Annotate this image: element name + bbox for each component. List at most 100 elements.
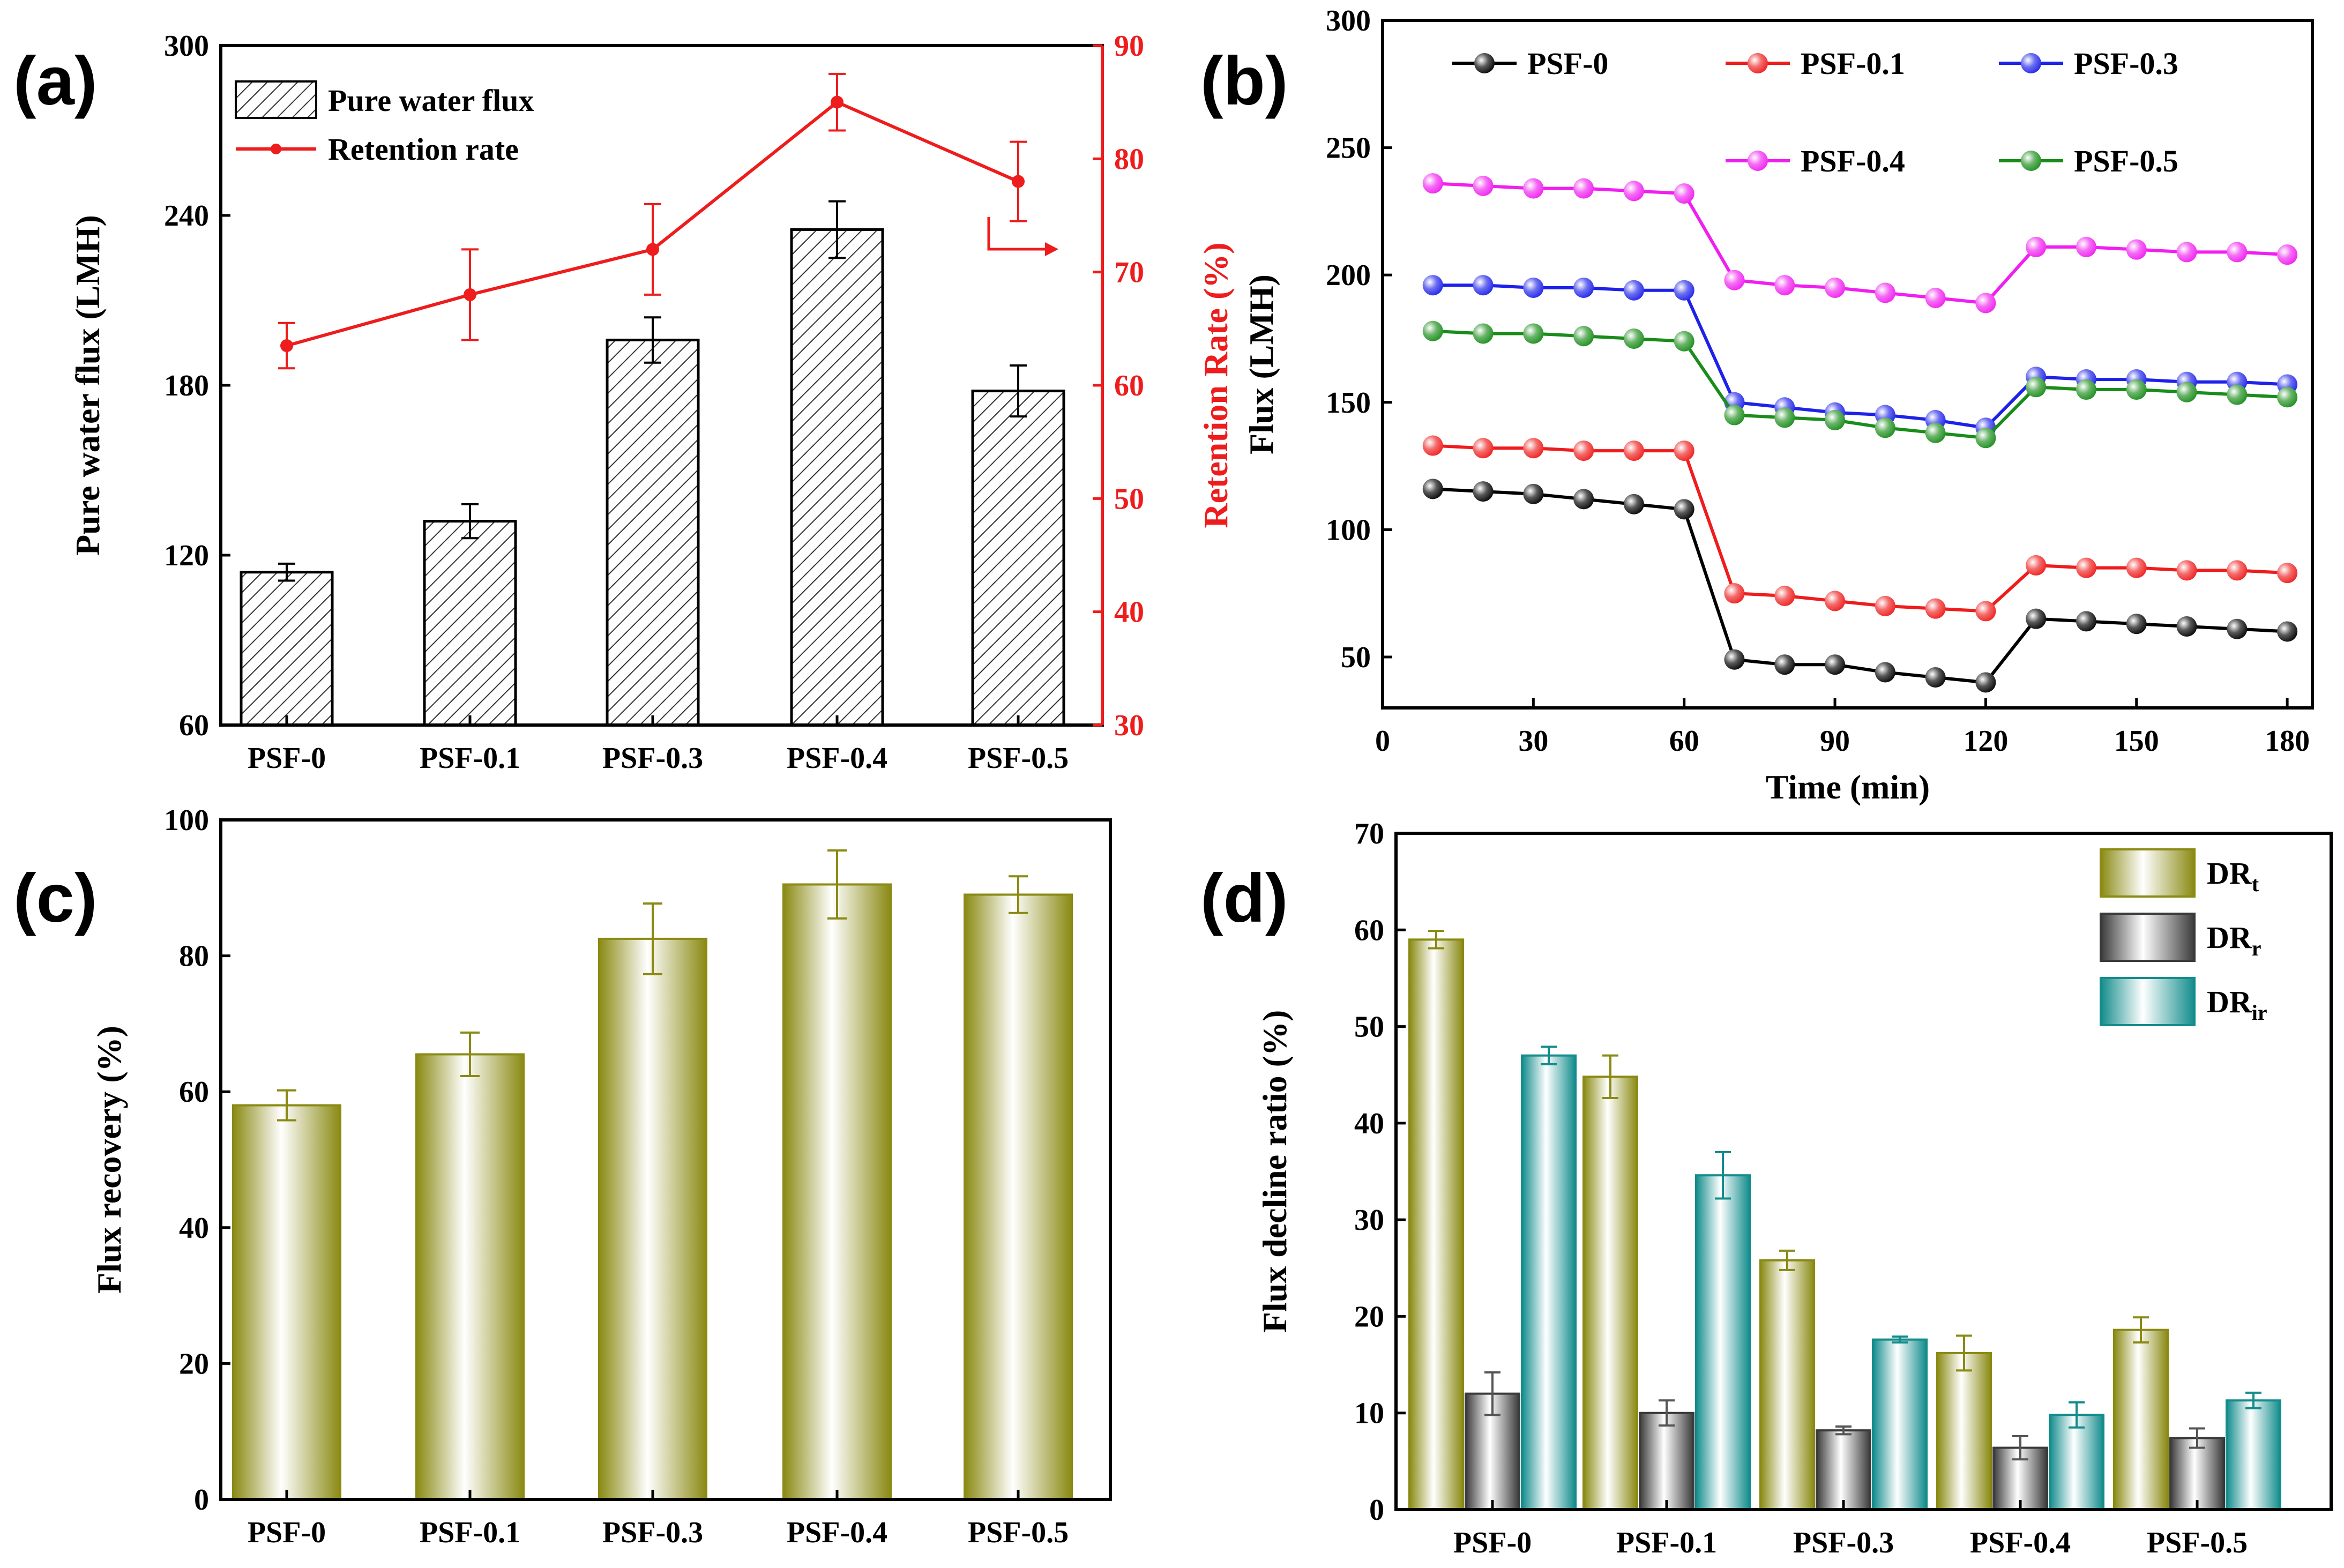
point-psf-0-110-shine bbox=[1925, 667, 1946, 688]
point-psf-0-1-10-shine bbox=[1422, 435, 1443, 456]
panel-d-y-tick-label-20: 20 bbox=[1354, 1300, 1384, 1333]
point-psf-0-4-130 bbox=[2026, 236, 2047, 257]
bar-pure-water-flux-psf-0-1 bbox=[423, 520, 517, 727]
point-psf-0-30-shine bbox=[1523, 483, 1544, 504]
panel-c-y-tick-label-40: 40 bbox=[179, 1212, 209, 1245]
panel-b-y-tick-label-150: 150 bbox=[1326, 386, 1371, 420]
line-psf-0-1 bbox=[1432, 444, 2288, 613]
point-psf-0-10-shine bbox=[1422, 479, 1443, 499]
point-psf-0-80-shine bbox=[1774, 654, 1795, 675]
panel-a-y2-tick-label-60: 60 bbox=[1114, 369, 1144, 402]
legend-label-pure-water-flux: Pure water flux bbox=[328, 83, 534, 118]
point-psf-0-4-180-shine bbox=[2277, 244, 2298, 265]
point-psf-0-100 bbox=[1875, 662, 1895, 683]
point-retention-rate-psf-0-4 bbox=[831, 95, 843, 109]
line-psf-0-3 bbox=[1432, 283, 2288, 430]
point-psf-0-5-80-shine bbox=[1774, 407, 1795, 428]
point-psf-0-1-100 bbox=[1875, 595, 1895, 616]
point-psf-0-40-shine bbox=[1573, 489, 1594, 510]
point-psf-0-4-170 bbox=[2227, 242, 2248, 263]
point-retention-rate-psf-0 bbox=[280, 339, 293, 353]
panel-c-y-tick-label-100: 100 bbox=[164, 804, 209, 837]
point-psf-0-50-shine bbox=[1623, 494, 1644, 514]
point-psf-0-5-10-shine bbox=[1422, 320, 1443, 341]
legend-label-retention-rate: Retention rate bbox=[328, 132, 519, 167]
point-psf-0-40 bbox=[1573, 489, 1594, 510]
bar-dr-t-psf-0 bbox=[1408, 938, 1464, 1511]
bar-dr-r-psf-0-1 bbox=[1639, 1412, 1694, 1511]
legend-label-psf-0: PSF-0 bbox=[1527, 46, 1608, 81]
panel-b-y-tick-label-300: 300 bbox=[1326, 4, 1371, 38]
point-retention-rate-psf-0-3 bbox=[646, 243, 659, 256]
point-psf-0-5-20-shine bbox=[1473, 323, 1494, 344]
panel-b-x-tick-label-60: 60 bbox=[1669, 725, 1699, 758]
point-retention-rate-psf-0-1 bbox=[464, 288, 476, 301]
panel-d-x-ticks: PSF-0 PSF-0.1 PSF-0.3 PSF-0.4 PSF-0.5 bbox=[1453, 1500, 2248, 1559]
point-psf-0-4-50 bbox=[1623, 181, 1644, 201]
panel-a-x-tick-label-psf-0: PSF-0 bbox=[248, 742, 326, 775]
point-psf-0-5-60-shine bbox=[1674, 331, 1694, 352]
bar-dr-t-psf-0-5 bbox=[2113, 1328, 2169, 1511]
panel-b-y-tick-label-200: 200 bbox=[1326, 259, 1371, 292]
legend-label-psf-0-1: PSF-0.1 bbox=[1801, 46, 1905, 81]
point-psf-0-1-110 bbox=[1925, 598, 1946, 619]
panel-c-frame bbox=[219, 818, 1112, 1501]
panel-c-y-tick-label-0: 0 bbox=[194, 1483, 209, 1517]
point-psf-0-3-10-shine bbox=[1422, 275, 1443, 296]
point-psf-0-4-40 bbox=[1573, 178, 1594, 199]
point-psf-0-1-180-shine bbox=[2277, 563, 2298, 584]
point-psf-0-5-50-shine bbox=[1623, 328, 1644, 349]
point-psf-0-1-50-shine bbox=[1623, 440, 1644, 461]
legend-marker-shine-psf-0-5 bbox=[2021, 151, 2041, 171]
panel-c-x-tick-label-psf-0-4: PSF-0.4 bbox=[787, 1516, 887, 1549]
point-psf-0-1-110-shine bbox=[1925, 598, 1946, 619]
point-psf-0-4-110 bbox=[1925, 287, 1946, 308]
point-psf-0-3-60-shine bbox=[1674, 280, 1694, 301]
point-psf-0-1-30-shine bbox=[1523, 438, 1544, 459]
legend-marker-shine-psf-0-1 bbox=[1748, 53, 1768, 73]
point-psf-0-1-80-shine bbox=[1774, 585, 1795, 606]
panel-d-x-tick-label-psf-0: PSF-0 bbox=[1453, 1526, 1532, 1559]
bar-dr-t-psf-0-3 bbox=[1759, 1259, 1815, 1511]
point-psf-0-90 bbox=[1825, 654, 1846, 675]
point-psf-0-1-100-shine bbox=[1875, 595, 1895, 616]
point-psf-0-180 bbox=[2277, 621, 2298, 642]
point-psf-0-70 bbox=[1724, 649, 1745, 670]
panel-a-right-ticks: 30 40 50 60 70 80 90 bbox=[1093, 29, 1144, 742]
bar-dr-t-psf-0-1 bbox=[1582, 1076, 1638, 1511]
point-psf-0-1-20 bbox=[1473, 438, 1494, 459]
legend-marker-retention-rate bbox=[271, 144, 281, 154]
panel-b-x-tick-label-150: 150 bbox=[2114, 725, 2159, 758]
point-psf-0-1-50 bbox=[1623, 440, 1644, 461]
point-psf-0-4-80-shine bbox=[1774, 275, 1795, 296]
point-psf-0-60 bbox=[1674, 499, 1694, 520]
point-psf-0-130 bbox=[2026, 608, 2047, 629]
point-psf-0-5-120-shine bbox=[1975, 428, 1996, 449]
legend-swatch-dr-r bbox=[2100, 913, 2196, 962]
legend-label-psf-0-3: PSF-0.3 bbox=[2074, 46, 2178, 81]
panel-a-y-tick-label-120: 120 bbox=[164, 539, 209, 572]
point-psf-0-50 bbox=[1623, 494, 1644, 514]
point-psf-0-1-90 bbox=[1825, 591, 1846, 611]
point-psf-0-4-110-shine bbox=[1925, 287, 1946, 308]
bar-flux-recovery-psf-0-4 bbox=[782, 883, 892, 1500]
point-psf-0-4-30-shine bbox=[1523, 178, 1544, 199]
point-psf-0-120-shine bbox=[1975, 672, 1996, 693]
panel-a-y2-title: Retention Rate (%) bbox=[1197, 242, 1235, 528]
panel-d-y-tick-label-40: 40 bbox=[1354, 1107, 1384, 1140]
bar-flux-recovery-psf-0-3 bbox=[598, 937, 707, 1500]
point-psf-0-1-120-shine bbox=[1975, 601, 1996, 622]
panel-a-plot bbox=[240, 72, 1065, 727]
point-psf-0-4-120 bbox=[1975, 293, 1996, 313]
panel-d-y-tick-label-50: 50 bbox=[1354, 1011, 1384, 1044]
panel-d-x-tick-label-psf-0-4: PSF-0.4 bbox=[1970, 1526, 2071, 1559]
legend-label-dr-r: DRr bbox=[2207, 920, 2261, 960]
panel-d-plot bbox=[1408, 930, 2281, 1511]
point-psf-0-1-10 bbox=[1422, 435, 1443, 456]
bar-pure-water-flux-psf-0-3 bbox=[606, 338, 700, 727]
panel-b-y-tick-label-50: 50 bbox=[1341, 641, 1371, 674]
panel-d-y-tick-label-70: 70 bbox=[1354, 817, 1384, 850]
point-psf-0-5-40-shine bbox=[1573, 326, 1594, 347]
